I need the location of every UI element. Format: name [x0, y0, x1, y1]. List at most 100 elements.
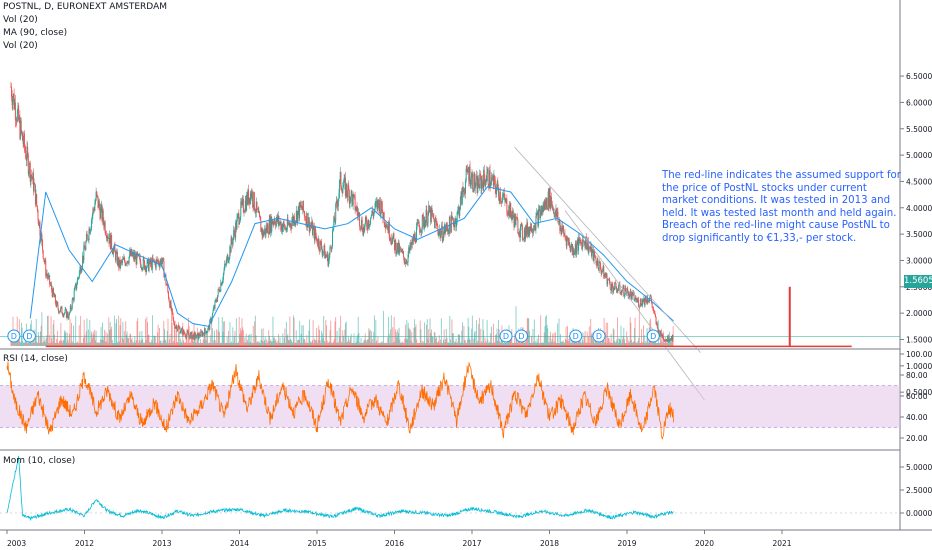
rsi-pane-title[interactable]: RSI (14, close) — [3, 354, 68, 364]
volume-bar — [611, 342, 613, 346]
volume-bar — [588, 336, 590, 346]
volume-bar — [526, 317, 528, 346]
candle-body — [426, 209, 428, 226]
candle-body — [311, 221, 313, 236]
candle-body — [615, 283, 617, 289]
volume-bar — [334, 321, 336, 346]
volume-bar — [144, 342, 146, 346]
candle-body — [439, 229, 441, 232]
volume-bar — [181, 343, 183, 346]
volume-bar — [666, 342, 668, 346]
candle-body — [417, 222, 419, 224]
time-tick-label: 2017 — [462, 539, 481, 548]
volume-bar — [606, 342, 608, 346]
candle-body — [603, 273, 605, 278]
mom-pane-title[interactable]: Mom (10, close) — [3, 456, 76, 466]
volume-bar — [222, 331, 224, 346]
candle-body — [147, 258, 149, 272]
candle-body — [454, 222, 456, 228]
candle-body — [69, 305, 71, 313]
volume-bar — [233, 342, 234, 346]
candle-body — [523, 238, 525, 240]
candle-body — [429, 208, 431, 213]
volume-bar — [152, 315, 153, 346]
candle-body — [559, 220, 561, 231]
candle-body — [41, 234, 43, 240]
study-ma-label[interactable]: MA (90, close) — [3, 28, 68, 38]
candle-body — [593, 251, 595, 261]
volume-bar — [632, 342, 634, 346]
candle-body — [242, 198, 244, 212]
volume-bar — [171, 305, 172, 346]
volume-bar — [57, 342, 59, 346]
volume-bar — [516, 342, 518, 346]
volume-bar — [163, 320, 165, 346]
candle-body — [368, 224, 370, 227]
volume-bar — [631, 339, 633, 346]
volume-bar — [613, 329, 615, 346]
candle-body — [377, 199, 379, 203]
rsi-tick-label: 60.00 — [906, 392, 928, 401]
volume-bar — [586, 331, 588, 346]
candle-body — [404, 261, 406, 263]
candle-body — [465, 168, 467, 182]
volume-bar — [474, 330, 476, 346]
dividend-circle — [592, 329, 606, 343]
volume-bar — [581, 342, 583, 346]
volume-bar — [263, 341, 265, 346]
study-vol-label[interactable]: Vol (20) — [3, 15, 38, 25]
candle-body — [40, 235, 42, 242]
volume-bar — [312, 320, 314, 346]
volume-bar — [150, 341, 152, 346]
candle-body — [374, 203, 376, 210]
candle-body — [415, 226, 417, 243]
volume-bar — [257, 342, 259, 346]
volume-bar — [347, 335, 349, 346]
candle-body — [229, 246, 231, 253]
candle-body — [325, 254, 327, 256]
volume-bar — [75, 315, 77, 346]
dividend-letter: D — [596, 332, 602, 341]
candle-body — [284, 224, 286, 230]
candle-body — [169, 301, 171, 308]
candle-body — [408, 247, 410, 255]
candle-body — [511, 214, 513, 220]
candle-body — [384, 223, 386, 225]
candle-body — [578, 237, 580, 242]
volume-bar — [156, 342, 158, 346]
study-vol2-label[interactable]: Vol (20) — [3, 41, 38, 51]
candle-body — [112, 252, 114, 255]
volume-bar — [584, 330, 586, 346]
candle-body — [60, 307, 62, 312]
candle-body — [322, 252, 324, 255]
volume-bar — [568, 339, 570, 346]
support-annotation[interactable]: The red-line indicates the assumed suppo… — [662, 170, 901, 244]
candle-body — [580, 242, 582, 244]
candle-body — [52, 288, 54, 297]
volume-bar — [260, 339, 262, 346]
candle-body — [564, 233, 566, 238]
candle-body — [594, 257, 596, 259]
volume-bar — [354, 342, 356, 346]
candle-body — [391, 241, 393, 244]
candle-body — [121, 261, 123, 263]
candle-body — [548, 191, 550, 208]
candle-body — [202, 332, 204, 337]
volume-bar — [545, 316, 547, 346]
candle-body — [312, 228, 314, 236]
volume-bar — [633, 341, 635, 346]
candle-body — [619, 283, 621, 292]
candle-body — [162, 257, 164, 262]
volume-bar — [53, 319, 55, 346]
candle-body — [552, 205, 554, 210]
volume-bar — [142, 338, 144, 346]
candle-body — [144, 260, 146, 270]
volume-bar — [471, 315, 473, 346]
price-tick-label: 1.0000 — [906, 362, 932, 371]
volume-bar — [602, 338, 604, 346]
candle-body — [513, 217, 515, 227]
volume-bar — [390, 315, 392, 346]
candle-body — [505, 199, 507, 200]
volume-bar — [193, 322, 195, 346]
